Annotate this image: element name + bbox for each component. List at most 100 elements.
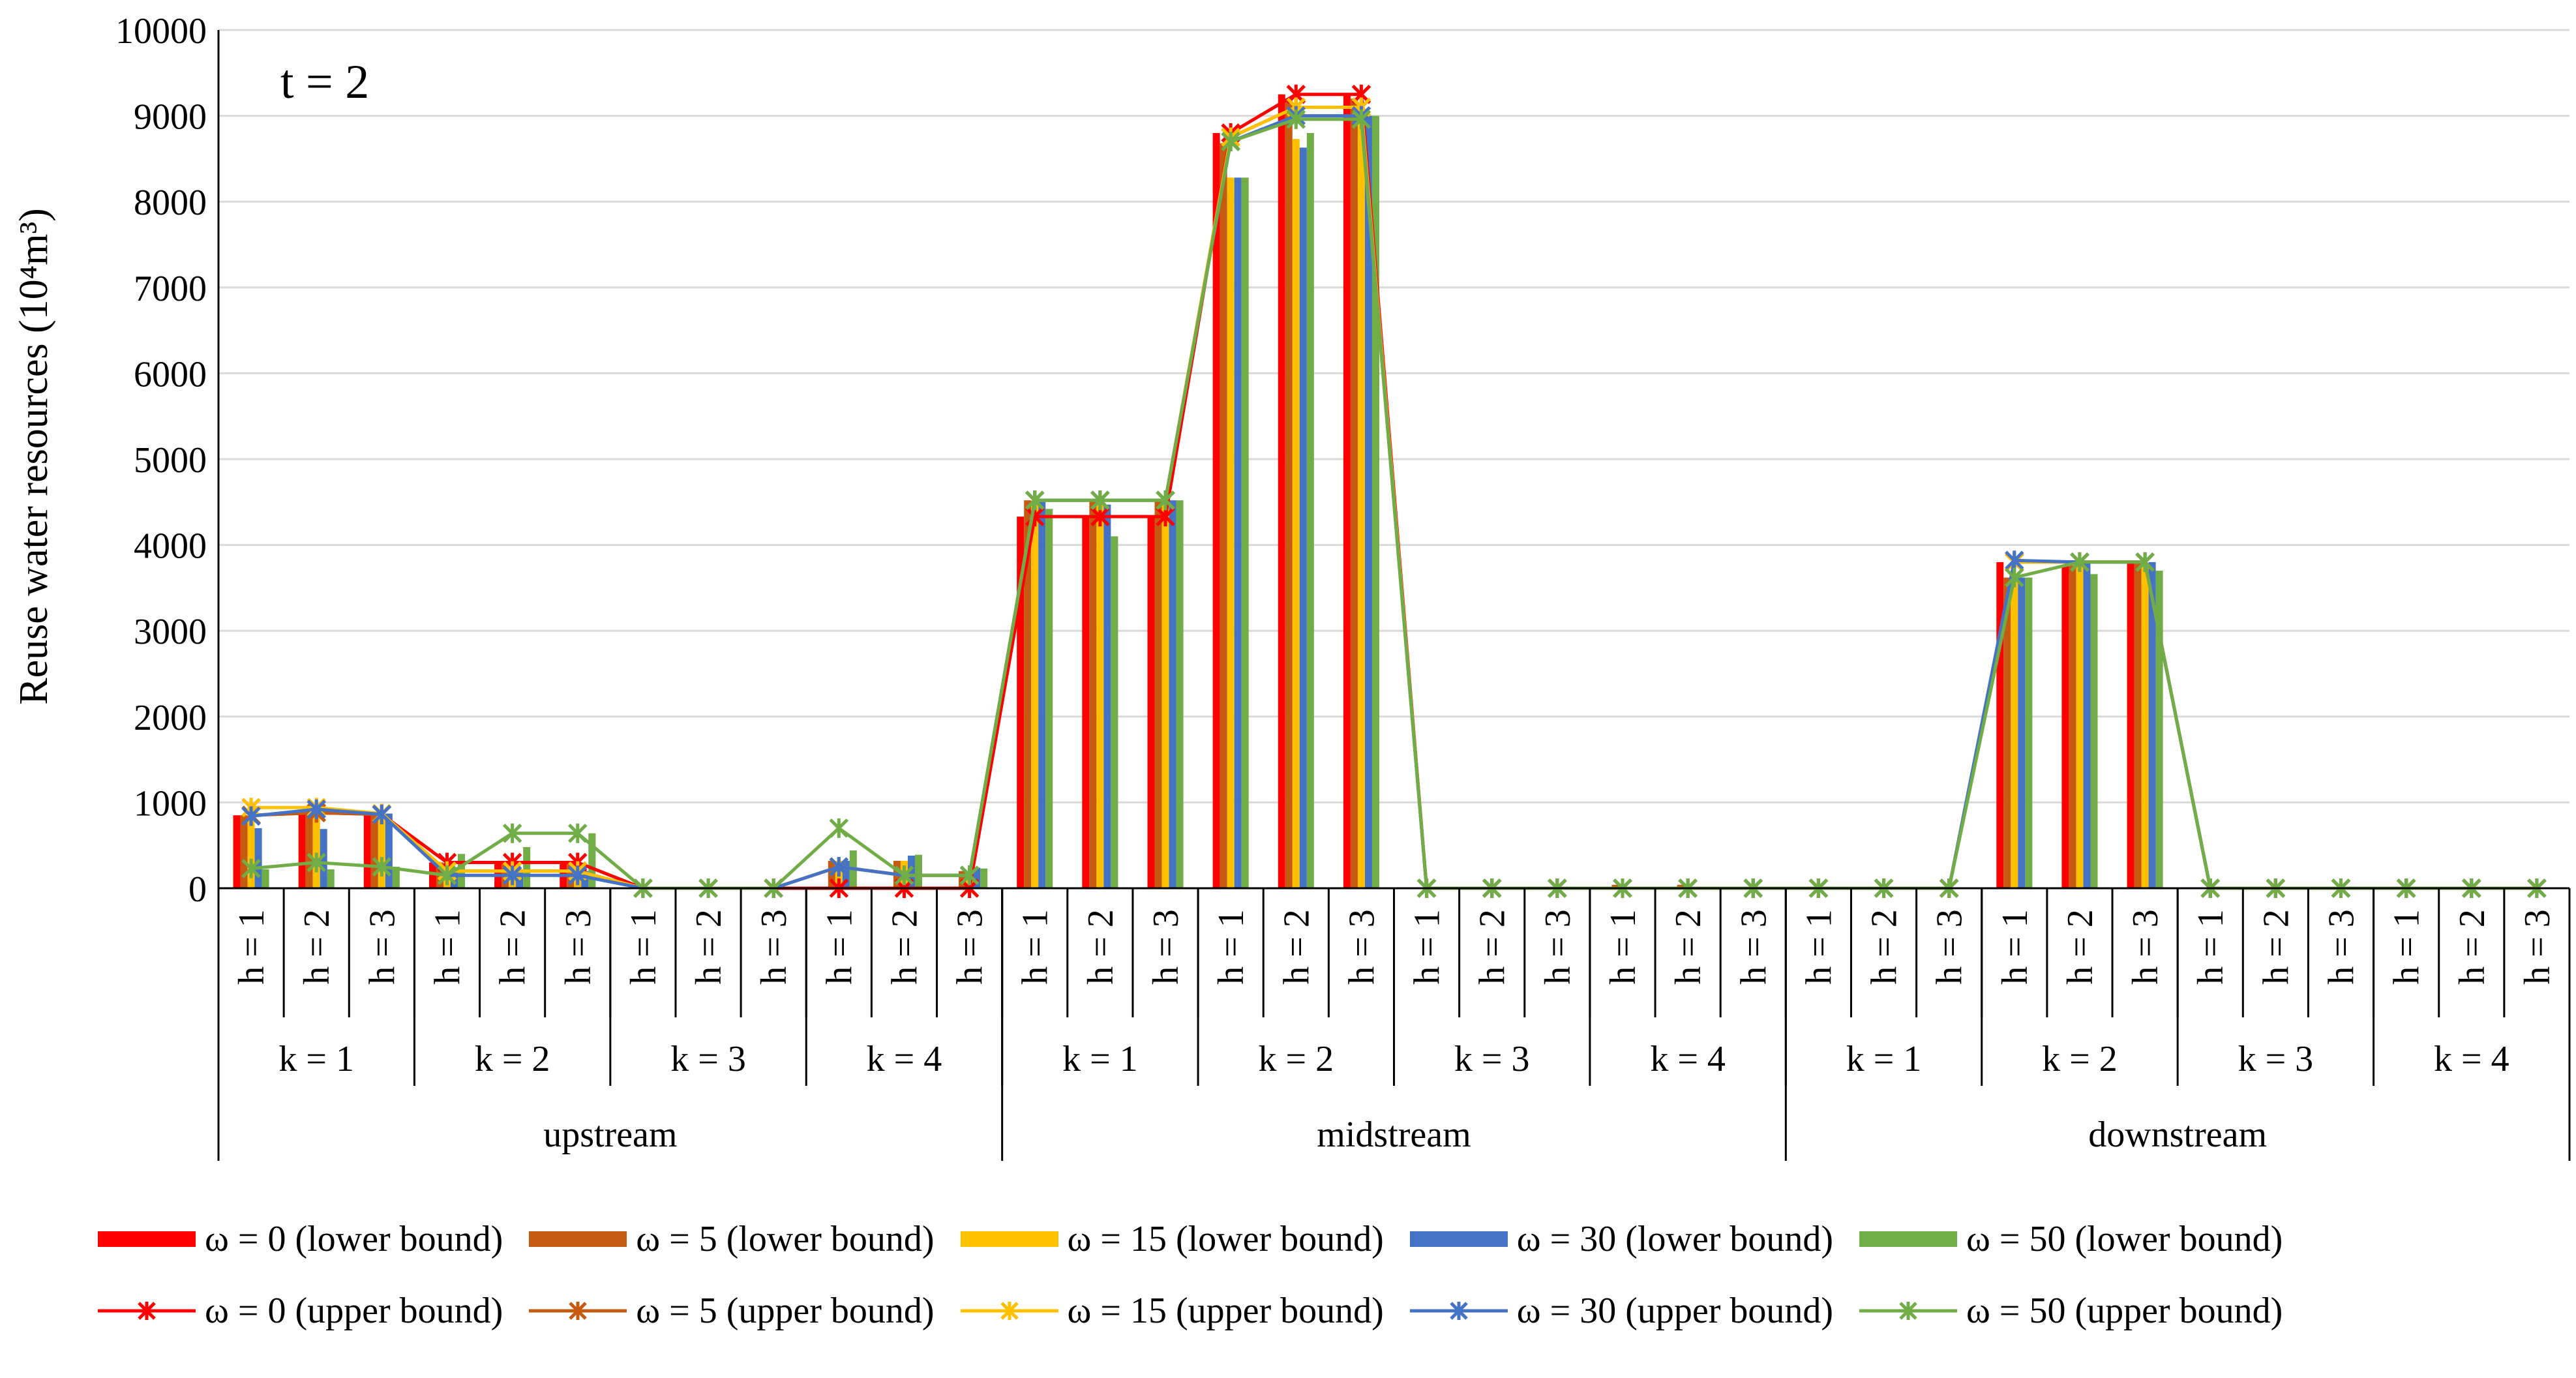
star-marker (569, 1302, 588, 1320)
y-tick-label: 5000 (134, 440, 207, 481)
bar (1031, 500, 1039, 888)
bar (907, 855, 915, 888)
y-tick-label: 3000 (134, 612, 207, 652)
chart-annotation: t = 2 (280, 55, 369, 109)
x-tick-label: h = 2 (1865, 909, 1905, 985)
x-tick-label: h = 2 (2452, 909, 2493, 985)
k-group-label: k = 1 (278, 1039, 354, 1079)
region-label: upstream (543, 1115, 677, 1155)
star-marker (372, 804, 392, 824)
bar (2083, 562, 2091, 888)
x-tick-label: h = 3 (1146, 909, 1186, 985)
bar (2090, 574, 2098, 888)
k-group-label: k = 1 (1846, 1039, 1922, 1079)
bar (385, 813, 393, 888)
bar (1371, 115, 1379, 889)
k-group-label: k = 3 (670, 1039, 746, 1079)
x-tick-label: h = 1 (819, 909, 860, 985)
star-marker (1025, 507, 1045, 527)
x-tick-label: h = 1 (1799, 909, 1839, 985)
legend-item: ω = 0 (lower bound) (98, 1218, 503, 1260)
bar (2018, 577, 2026, 888)
x-tick-label: h = 2 (2256, 909, 2296, 985)
k-group-label: k = 2 (2042, 1039, 2118, 1079)
legend-item: ω = 0 (upper bound) (98, 1290, 503, 1332)
bar (2069, 565, 2076, 888)
star-marker (1156, 490, 1175, 511)
legend-label: ω = 50 (upper bound) (1966, 1291, 2283, 1331)
star-marker (567, 823, 588, 843)
y-tick-label: 6000 (134, 354, 207, 395)
bar (1996, 562, 2004, 888)
bar (980, 868, 988, 888)
star-marker (502, 823, 522, 843)
axes: 0 1000 2000 3000 4000 5000 6000 7000 8000 9000 100… (115, 11, 2571, 1161)
legend-item: ω = 50 (lower bound) (1859, 1218, 2283, 1260)
bar (2061, 565, 2069, 888)
bar (2148, 562, 2156, 888)
y-tick-label: 10000 (115, 11, 207, 52)
legend-label: ω = 15 (upper bound) (1067, 1291, 1384, 1331)
k-group-label: k = 2 (475, 1039, 550, 1079)
star-marker (1449, 1302, 1468, 1320)
y-tick-label: 7000 (134, 269, 207, 309)
bar (247, 805, 255, 888)
x-tick-label: h = 3 (1930, 909, 1970, 985)
star-marker (1090, 490, 1110, 511)
x-tick-label: h = 3 (2517, 909, 2558, 985)
x-tick-label: h = 3 (558, 909, 599, 985)
legend-row-lower-bounds: ω = 0 (lower bound) ω = 5 (lower bound) ω … (98, 1213, 2309, 1265)
bar (1154, 500, 1162, 888)
x-tick-label: h = 1 (623, 909, 664, 985)
bar (298, 813, 306, 888)
bar (2003, 577, 2011, 888)
legend-label: ω = 30 (lower bound) (1516, 1219, 1833, 1259)
series-lines (241, 84, 2547, 898)
k-group-label: k = 3 (2238, 1039, 2314, 1079)
x-tick-label: h = 3 (1341, 909, 1382, 985)
star-marker (959, 865, 980, 886)
star-marker (2005, 550, 2024, 571)
y-tick-label: 8000 (134, 183, 207, 223)
x-tick-label: h = 3 (1538, 909, 1578, 985)
x-tick-label: h = 2 (493, 909, 533, 985)
x-tick-label: h = 2 (689, 909, 729, 985)
bar (1234, 177, 1242, 888)
legend-item: ω = 50 (upper bound) (1859, 1290, 2283, 1332)
bar (1045, 509, 1053, 888)
y-tick-label: 2000 (134, 698, 207, 738)
x-tick-label: h = 3 (362, 909, 402, 985)
bar (1176, 500, 1184, 888)
bar (392, 867, 400, 888)
x-tick-label: h = 3 (2125, 909, 2166, 985)
bar (914, 854, 922, 888)
star-marker (2005, 567, 2024, 588)
bar (588, 833, 596, 888)
y-tick-label: 0 (188, 869, 207, 910)
star-marker (241, 806, 261, 826)
legend-swatch (529, 1302, 627, 1320)
bar (1147, 517, 1155, 888)
bar (378, 813, 385, 888)
k-group-label: k = 3 (1454, 1039, 1530, 1079)
k-group-label: k = 1 (1062, 1039, 1138, 1079)
x-tick-label: h = 3 (754, 909, 794, 985)
star-marker (2135, 552, 2155, 572)
legend-swatch (1859, 1302, 1957, 1320)
star-marker (502, 865, 522, 886)
x-tick-label: h = 3 (2322, 909, 2362, 985)
bar (2011, 577, 2018, 888)
star-marker (567, 865, 588, 886)
bar (262, 869, 269, 888)
bar (1227, 177, 1235, 888)
bar (2025, 577, 2033, 888)
bar (1306, 132, 1314, 888)
legend-swatch (960, 1302, 1058, 1320)
gridlines (218, 29, 2569, 803)
legend-item: ω = 5 (upper bound) (529, 1290, 935, 1332)
star-marker (241, 858, 261, 878)
k-group-label: k = 2 (1258, 1039, 1334, 1079)
legend-swatch (1409, 1231, 1508, 1247)
bar (312, 807, 320, 888)
bar (1677, 884, 1685, 888)
